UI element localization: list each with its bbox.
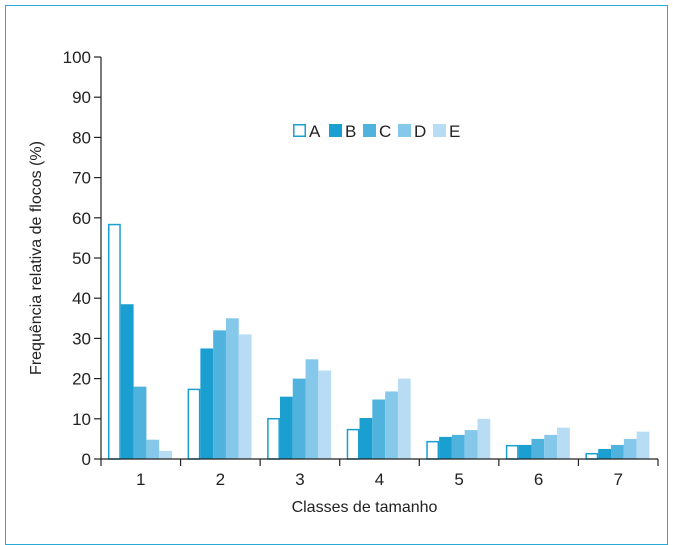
legend-swatch-B [329, 124, 342, 137]
bar-C-4 [372, 399, 386, 459]
x-tick-label: 5 [454, 470, 463, 489]
bar-B-3 [279, 396, 293, 459]
bar-E-4 [397, 378, 411, 459]
legend-label-D: D [414, 122, 426, 141]
x-tick-label: 1 [136, 470, 145, 489]
x-tick-label: 3 [295, 470, 304, 489]
x-tick-label: 6 [534, 470, 543, 489]
bar-B-4 [359, 417, 373, 459]
x-axis-title: Classes de tamanho [292, 499, 438, 516]
bar-D-4 [385, 391, 398, 459]
bar-E-6 [557, 427, 570, 459]
y-tick-label: 70 [72, 169, 91, 188]
bar-A-2 [187, 388, 201, 460]
bar-E-7 [636, 431, 650, 459]
bar-A-3 [267, 417, 280, 460]
bar-D-2 [225, 318, 239, 459]
y-tick-label: 80 [72, 128, 91, 147]
x-tick-label: 4 [375, 470, 384, 489]
bar-E-3 [318, 370, 332, 459]
bar-A-4 [346, 428, 360, 460]
y-tick-label: 60 [72, 209, 91, 228]
bar-D-6 [544, 434, 558, 459]
axes-group: 0 10 20 30 40 50 60 70 80 90 100 1 2 3 4 5 6 7 [63, 48, 659, 489]
bar-C-5 [451, 434, 465, 459]
bar-D-1 [146, 439, 160, 459]
bar-C-7 [611, 444, 624, 459]
bar-A-6 [505, 444, 519, 460]
y-tick-label: 90 [72, 88, 91, 107]
legend-swatch-D [398, 124, 411, 137]
legend-label-A: A [309, 122, 321, 141]
bar-B-7 [598, 448, 612, 459]
bar-A-5 [426, 440, 440, 460]
y-tick-label: 50 [72, 249, 91, 268]
y-tick-label: 0 [82, 450, 91, 469]
legend-swatch-A [293, 124, 306, 137]
bar-B-5 [439, 436, 452, 459]
bar-E-2 [238, 334, 252, 459]
bar-E-1 [159, 450, 172, 459]
y-axis-title: Frequência relativa de flocos (%) [28, 141, 45, 375]
y-tick-label: 20 [72, 370, 91, 389]
bar-D-3 [305, 359, 319, 459]
legend-swatch-E [433, 124, 446, 137]
bar-E-5 [477, 418, 491, 459]
bar-C-2 [213, 330, 226, 459]
y-tick-label: 10 [72, 410, 91, 429]
legend-label-C: C [379, 122, 391, 141]
bar-chart: 0 10 20 30 40 50 60 70 80 90 100 1 2 3 4 5 6 7 A B C D E Freq… [28, 48, 659, 516]
bar-B-2 [200, 348, 214, 459]
bar-A-1 [108, 223, 121, 460]
legend-label-B: B [345, 122, 356, 141]
bar-B-1 [120, 304, 134, 459]
legend-label-E: E [449, 122, 460, 141]
legend-swatch-C [363, 124, 376, 137]
bar-C-1 [133, 386, 147, 459]
bar-C-6 [531, 438, 545, 459]
y-tick-label: 100 [63, 48, 91, 67]
bar-A-7 [585, 452, 599, 460]
bar-D-7 [623, 438, 637, 459]
y-tick-label: 30 [72, 329, 91, 348]
y-tick-label: 40 [72, 289, 91, 308]
bar-B-6 [518, 444, 532, 459]
bar-C-3 [292, 378, 306, 459]
x-tick-label: 2 [216, 470, 225, 489]
legend: A B C D E [293, 122, 460, 141]
x-tick-label: 7 [613, 470, 622, 489]
bar-D-5 [464, 430, 478, 459]
bars-group [108, 223, 650, 460]
